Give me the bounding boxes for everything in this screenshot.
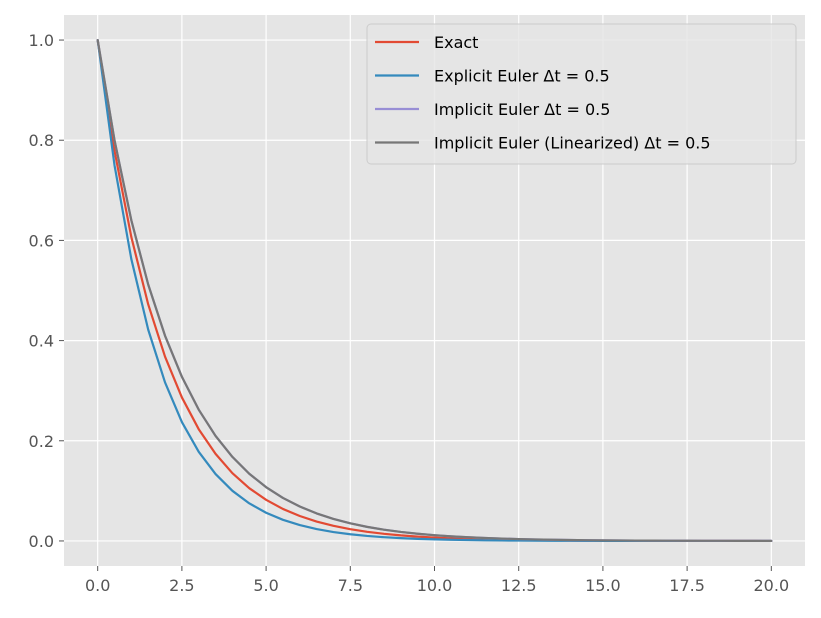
y-tick-label: 0.2 [29, 432, 54, 451]
x-tick-label: 7.5 [338, 576, 363, 595]
legend-label-2: Explicit Euler Δt = 0.5 [434, 67, 610, 86]
plot-series [96, 38, 773, 543]
legend-label-4: Implicit Euler (Linearized) Δt = 0.5 [434, 134, 711, 153]
legend-label-3: Implicit Euler Δt = 0.5 [434, 100, 610, 119]
x-tick-label: 2.5 [169, 576, 194, 595]
y-tick-label: 0.6 [29, 231, 54, 250]
x-tick-label: 10.0 [417, 576, 453, 595]
y-tick-label: 0.4 [29, 332, 54, 351]
y-axis: 0.0 0.2 0.4 0.6 0.8 1.0 [29, 31, 64, 551]
x-tick-label: 12.5 [501, 576, 537, 595]
x-tick-label: 15.0 [585, 576, 621, 595]
y-tick-label: 0.8 [29, 131, 54, 150]
legend: Exact Explicit Euler Δt = 0.5 Implicit Eul… [366, 23, 797, 165]
x-tick-label: 17.5 [669, 576, 705, 595]
x-tick-label: 20.0 [754, 576, 790, 595]
x-axis: 0.0 2.5 5.0 7.5 10.0 12.5 15.0 17.5 20.0 [85, 566, 789, 595]
legend-box [366, 23, 797, 165]
x-tick-label: 0.0 [85, 576, 110, 595]
x-tick-label: 5.0 [253, 576, 278, 595]
y-tick-label: 1.0 [29, 31, 54, 50]
series-line-4 [96, 38, 773, 543]
legend-label-1: Exact [434, 33, 478, 52]
y-tick-label: 0.0 [29, 532, 54, 551]
